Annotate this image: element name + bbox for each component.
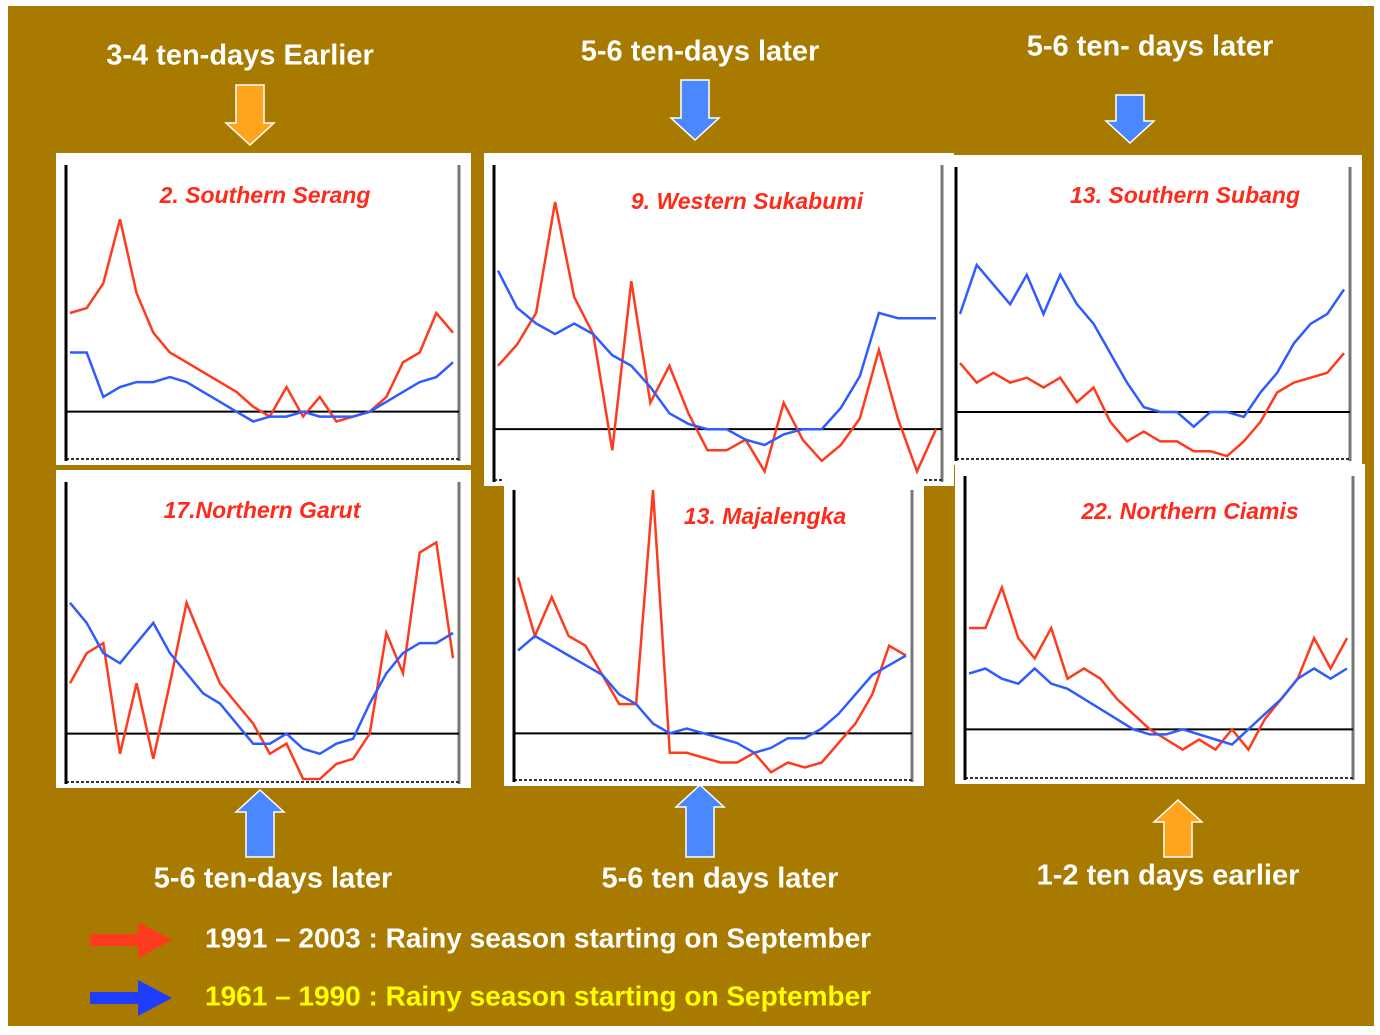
chart-title: 2. Southern Serang — [159, 182, 371, 208]
chart-title: 13. Southern Subang — [1070, 182, 1300, 208]
series-line — [958, 262, 1346, 429]
arrow — [224, 84, 276, 147]
series-line — [69, 218, 454, 423]
legend-label: 1961 – 1990 : Rainy season starting on S… — [205, 980, 871, 1011]
shift-label: 3-4 ten-days Earlier — [106, 40, 374, 72]
legend-label: 1991 – 2003 : Rainy season starting on S… — [205, 922, 871, 953]
arrow — [234, 788, 286, 858]
arrow — [674, 783, 726, 858]
series-line — [959, 352, 1345, 458]
shift-label: 5-6 ten days later — [602, 863, 839, 895]
legend-arrow — [90, 922, 172, 958]
panel — [955, 464, 1365, 784]
panel — [946, 155, 1362, 465]
series-line — [69, 602, 454, 756]
chart-title: 22. Northern Ciamis — [1080, 498, 1298, 524]
series-line — [497, 201, 938, 475]
legend-arrow — [90, 980, 172, 1016]
arrow — [1152, 798, 1204, 858]
series-line — [68, 540, 455, 781]
shift-label: 5-6 ten-days later — [154, 863, 393, 895]
shift-label: 1-2 ten days earlier — [1037, 860, 1300, 892]
chart-title: 17.Northern Garut — [164, 497, 362, 523]
shift-label: 5-6 ten- days later — [1027, 31, 1274, 63]
arrow — [1104, 94, 1156, 145]
panel — [504, 478, 924, 786]
series-line — [517, 634, 907, 755]
arrow — [669, 79, 721, 142]
series-line — [968, 666, 1348, 746]
series-line — [496, 270, 936, 447]
chart-title: 13. Majalengka — [684, 503, 847, 529]
series-line — [516, 489, 907, 774]
series-line — [70, 351, 454, 423]
shift-label: 5-6 ten-days later — [581, 36, 820, 68]
chart-title: 9. Western Sukabumi — [631, 188, 864, 214]
